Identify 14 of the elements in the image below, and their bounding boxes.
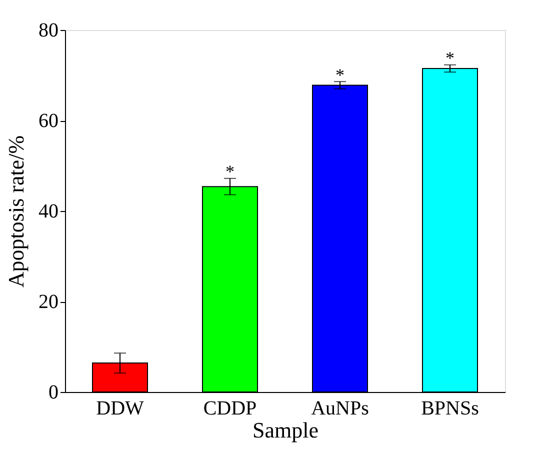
x-tick-label: BPNSs <box>421 398 480 420</box>
y-tick-label: 0 <box>48 382 58 404</box>
annotation: * <box>336 64 344 85</box>
annotation: * <box>446 48 454 68</box>
y-tick-label: 40 <box>38 200 58 222</box>
y-tick-label: 20 <box>38 291 58 313</box>
x-axis-title: Sample <box>252 418 318 442</box>
y-tick-label: 80 <box>38 20 58 42</box>
y-axis-title: Apoptosis rate/% <box>4 135 28 288</box>
annotation: * <box>226 162 234 182</box>
y-tick-label: 60 <box>38 110 58 132</box>
x-tick-label: AuNPs <box>311 398 370 420</box>
x-tick-label: CDDP <box>203 398 257 420</box>
x-tick-label: DDW <box>96 398 144 420</box>
